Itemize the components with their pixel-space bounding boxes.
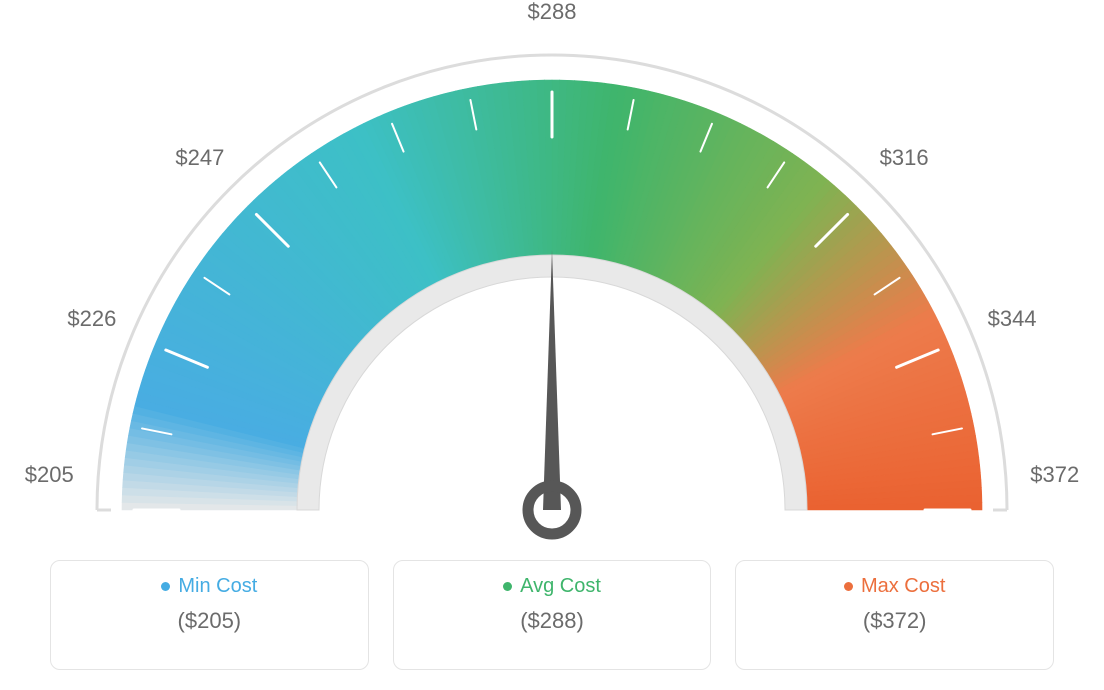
legend-title-avg: Avg Cost [503, 575, 601, 598]
gauge-tick-label: $372 [1030, 462, 1079, 488]
gauge-tick-label: $205 [25, 462, 74, 488]
gauge-svg [0, 0, 1104, 560]
legend-card-max: Max Cost ($372) [735, 560, 1054, 670]
gauge-tick-label: $226 [67, 306, 116, 332]
gauge-tick-label: $288 [528, 0, 577, 25]
legend-label-max: Max Cost [861, 575, 945, 598]
legend-value-max: ($372) [746, 608, 1043, 634]
legend-dot-max [844, 582, 853, 591]
legend-title-min: Min Cost [161, 575, 257, 598]
legend-label-min: Min Cost [178, 575, 257, 598]
gauge-tick-label: $247 [175, 145, 224, 171]
legend-title-max: Max Cost [844, 575, 945, 598]
gauge-chart: $205 $226 $247 $288 $316 $344 $372 [0, 0, 1104, 540]
gauge-tick-label: $344 [988, 306, 1037, 332]
legend-value-min: ($205) [61, 608, 358, 634]
legend-value-avg: ($288) [404, 608, 701, 634]
legend-dot-avg [503, 582, 512, 591]
gauge-tick-label: $316 [880, 145, 929, 171]
legend-dot-min [161, 582, 170, 591]
legend-row: Min Cost ($205) Avg Cost ($288) Max Cost… [50, 560, 1054, 670]
legend-label-avg: Avg Cost [520, 575, 601, 598]
legend-card-avg: Avg Cost ($288) [393, 560, 712, 670]
legend-card-min: Min Cost ($205) [50, 560, 369, 670]
